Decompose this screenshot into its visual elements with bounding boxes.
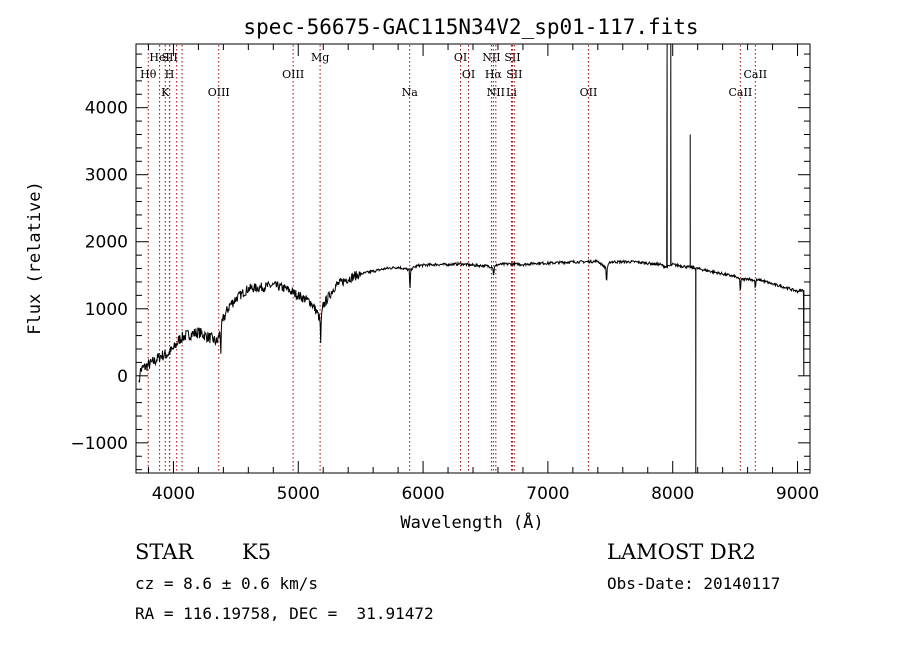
- x-tick-label: 4000: [152, 484, 195, 504]
- object-type: STAR: [135, 540, 194, 564]
- spectral-line-label: OII: [580, 86, 598, 99]
- observation-date: Obs-Date: 20140117: [607, 574, 781, 593]
- redshift-cz: cz = 8.6 ± 0.6 km/s: [135, 574, 319, 593]
- spectrum-line: [138, 43, 805, 474]
- x-tick-label: 5000: [277, 484, 320, 504]
- y-tick-label: 4000: [85, 99, 128, 119]
- x-axis-label: Wavelength (Å): [400, 511, 543, 533]
- spectral-line-label: CaII: [729, 86, 753, 99]
- y-tick-label: 1000: [85, 300, 128, 320]
- spectral-line-label: CaII: [743, 68, 767, 81]
- spectral-line-label: Hα: [485, 68, 503, 81]
- object-subclass: K5: [242, 540, 272, 564]
- spectral-line-label: Hθ: [140, 68, 157, 81]
- y-tick-label: 0: [117, 367, 128, 387]
- spectral-line-label: SII: [506, 68, 522, 81]
- spectrum-chart: spec-56675-GAC115N34V2_sp01-117.fits Hθ H…: [25, 15, 819, 533]
- spectral-line-label: OI: [454, 51, 467, 64]
- y-tick-label: −1000: [70, 434, 128, 454]
- spectral-line-label: OIII: [208, 86, 230, 99]
- x-tick-label: 8000: [651, 484, 694, 504]
- x-tick-label: 7000: [526, 484, 569, 504]
- spectral-line-label: SII: [504, 51, 520, 64]
- y-tick-label: 2000: [85, 233, 128, 253]
- coordinates: RA = 116.19758, DEC = 31.91472: [135, 604, 434, 623]
- y-tick-label: 3000: [85, 166, 128, 186]
- plot-frame: [135, 43, 811, 474]
- spectral-line-label: OIII: [282, 68, 304, 81]
- spectral-line-label: OI: [462, 68, 475, 81]
- axis-ticks: 4000 5000 6000 7000 8000 9000 −1000 0 1000 2000 30…: [70, 44, 819, 504]
- spectral-line-label: NII: [482, 51, 500, 64]
- spectral-line-label: Na: [402, 86, 419, 99]
- y-axis-label: Flux (relative): [25, 181, 45, 335]
- spectral-line-label: Mg: [311, 51, 329, 64]
- x-tick-label: 9000: [776, 484, 819, 504]
- spectral-line-label: K: [161, 86, 170, 99]
- spectral-line-label: HeI: [149, 51, 169, 64]
- spectral-line-label: H: [165, 68, 175, 81]
- survey-name: LAMOST DR2: [607, 540, 756, 564]
- spectral-line-label: Li: [506, 86, 517, 99]
- spectral-line-label: NII: [487, 86, 505, 99]
- x-tick-label: 6000: [401, 484, 444, 504]
- spectral-line-markers: HθHeIKSIIHOIIIOIIIMgNaOIOINIIHαNIISIISII…: [140, 45, 767, 472]
- chart-title: spec-56675-GAC115N34V2_sp01-117.fits: [243, 15, 698, 39]
